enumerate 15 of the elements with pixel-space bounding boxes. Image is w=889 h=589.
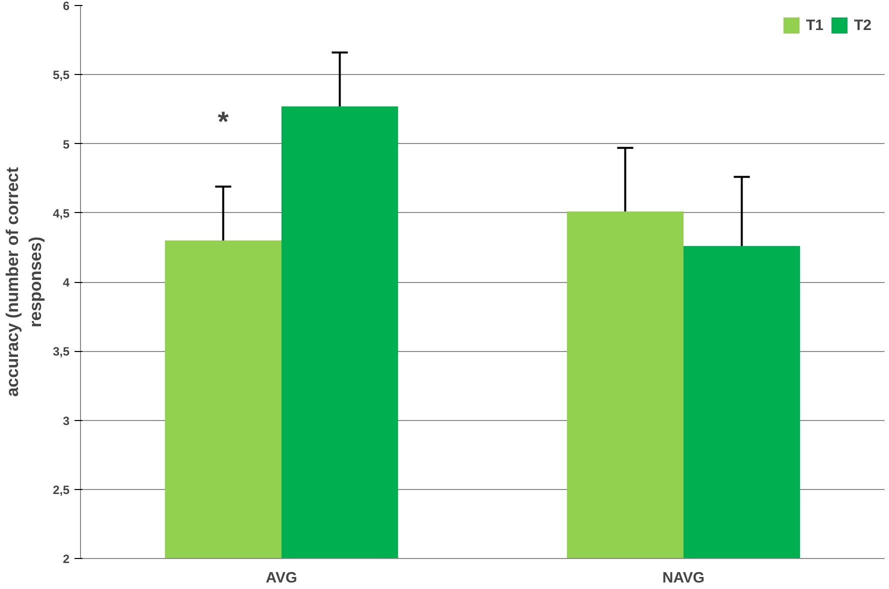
- legend-label: T2: [854, 16, 873, 34]
- y-tick-label: 6: [62, 0, 70, 13]
- x-tick-label: AVG: [266, 570, 298, 586]
- legend-label: T1: [806, 16, 825, 34]
- y-tick-label: 3,5: [52, 344, 70, 359]
- y-axis-title: accuracy (number of correct responses): [3, 166, 45, 397]
- y-tick-label: 4,5: [52, 206, 70, 220]
- y-tick-label: 2,5: [52, 482, 70, 497]
- y-tick-label: 5: [62, 137, 70, 152]
- y-tick-label: 5,5: [52, 68, 70, 82]
- x-tick-label: NAVG: [662, 570, 705, 586]
- annotation: *: [218, 106, 229, 137]
- y-tick-label: 2: [62, 552, 70, 566]
- y-tick-label: 3: [62, 414, 70, 428]
- y-tick-label: 4: [62, 276, 70, 290]
